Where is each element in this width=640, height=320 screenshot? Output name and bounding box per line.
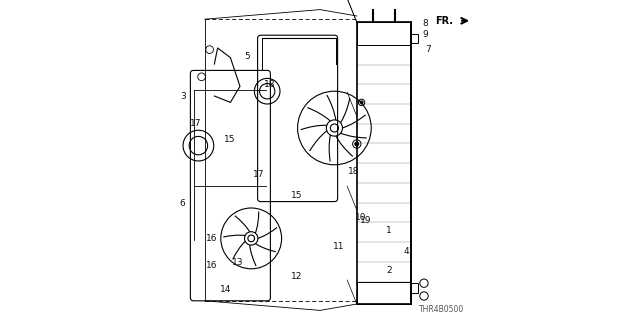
Text: 7: 7: [426, 45, 431, 54]
Text: 15: 15: [291, 191, 303, 200]
Text: 9: 9: [422, 30, 428, 39]
Text: 12: 12: [291, 272, 303, 281]
Text: 15: 15: [224, 135, 236, 144]
Text: 14: 14: [220, 285, 231, 294]
Text: 13: 13: [232, 258, 243, 267]
Text: 18: 18: [264, 80, 275, 89]
Text: 5: 5: [244, 52, 250, 60]
Text: FR.: FR.: [435, 16, 453, 26]
Text: 6: 6: [179, 199, 184, 208]
Text: 8: 8: [422, 19, 428, 28]
Circle shape: [355, 142, 359, 146]
Text: 11: 11: [333, 242, 344, 251]
Text: 17: 17: [190, 119, 202, 128]
Text: 1: 1: [386, 226, 392, 235]
Bar: [410, 34, 418, 43]
Text: 2: 2: [386, 266, 392, 275]
Text: 16: 16: [206, 261, 218, 270]
Text: 19: 19: [360, 216, 371, 225]
Text: 3: 3: [180, 92, 186, 100]
Bar: [357, 282, 412, 304]
Text: 4: 4: [404, 247, 409, 256]
Text: THR4B0500: THR4B0500: [419, 305, 464, 314]
Bar: [357, 22, 412, 304]
Circle shape: [360, 101, 364, 104]
Text: 10: 10: [355, 213, 367, 222]
Text: 18: 18: [348, 167, 359, 176]
Text: 17: 17: [253, 170, 264, 179]
Bar: [410, 283, 418, 293]
Bar: [357, 22, 412, 45]
Text: 16: 16: [206, 234, 218, 243]
